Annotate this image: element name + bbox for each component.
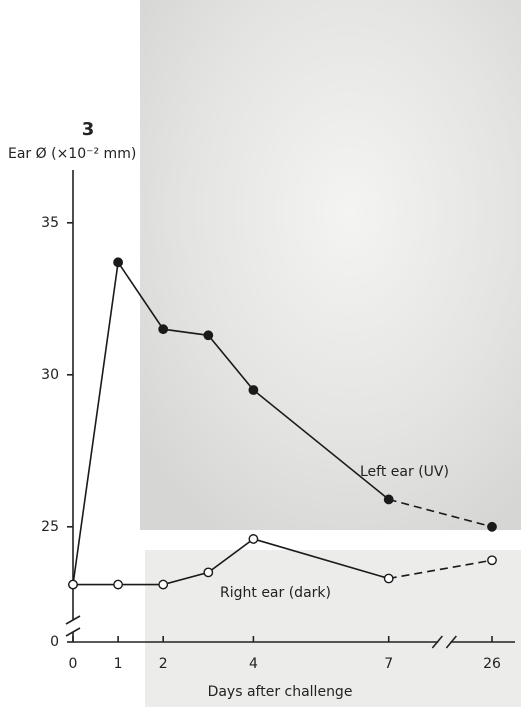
line-break-segment <box>388 559 493 580</box>
line <box>73 538 389 586</box>
y-tick-label: 35 <box>41 215 59 231</box>
marker <box>113 257 124 268</box>
line <box>72 260 390 585</box>
x-tick-label: 7 <box>384 656 393 672</box>
marker <box>113 579 124 590</box>
marker <box>383 494 394 505</box>
marker <box>158 579 169 590</box>
y-axis-label: Ear Ø (×10⁻² mm) <box>8 146 136 162</box>
marker <box>487 555 497 566</box>
y-tick-label: 0 <box>50 634 59 650</box>
x-tick-label: 4 <box>249 656 258 672</box>
x-tick-label: 2 <box>159 656 168 672</box>
marker <box>487 521 497 532</box>
series-label: Left ear (UV) <box>360 464 449 480</box>
x-axis-break <box>431 635 457 649</box>
marker <box>68 579 78 590</box>
marker <box>248 385 259 395</box>
y-axis-break <box>65 615 81 637</box>
marker <box>383 573 394 584</box>
background-photo <box>140 0 521 530</box>
x-axis-label: Days after challenge <box>208 684 353 700</box>
series-label: Right ear (dark) <box>220 585 331 601</box>
y-tick-label: 25 <box>41 519 59 535</box>
marker <box>203 567 214 578</box>
line-break-segment <box>388 498 493 528</box>
y-tick-label: 30 <box>41 367 59 383</box>
figure-label: 3 <box>82 119 95 140</box>
x-tick-label: 0 <box>69 656 78 672</box>
x-tick-label: 26 <box>483 656 501 672</box>
marker <box>248 534 259 544</box>
marker <box>158 324 169 335</box>
marker <box>203 330 214 341</box>
x-tick-label: 1 <box>114 656 123 672</box>
